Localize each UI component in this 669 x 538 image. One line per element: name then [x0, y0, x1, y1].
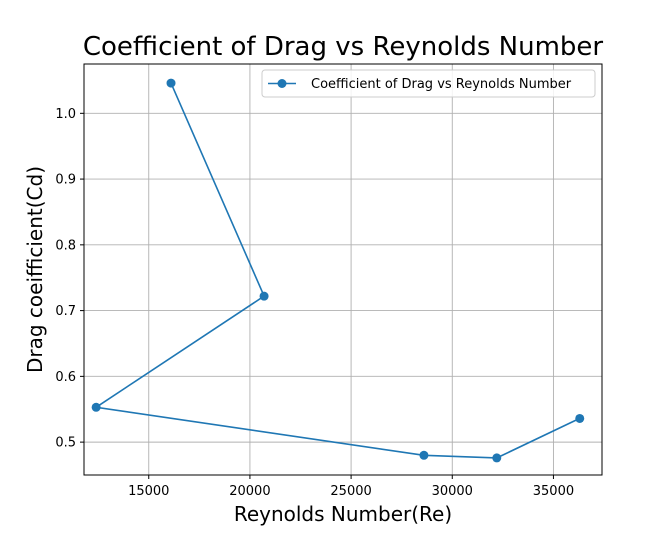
x-tick-label: 15000 — [128, 484, 169, 499]
x-tick-label: 35000 — [533, 484, 574, 499]
series-layer — [91, 78, 585, 463]
y-tick-label: 1.0 — [55, 107, 76, 122]
legend-box — [261, 69, 596, 98]
chart-title: Coefficient of Drag vs Reynolds Number — [83, 32, 604, 62]
grid — [84, 64, 602, 475]
y-tick-label: 0.7 — [55, 304, 76, 319]
data-point — [419, 450, 429, 460]
x-tick-label: 25000 — [330, 484, 371, 499]
plot-frame — [83, 63, 603, 476]
ticks: 15000 20000 25000 30000 35000 0.5 0.6 0.7 0.8 0.9… — [55, 107, 574, 499]
data-point — [91, 402, 101, 412]
data-point — [259, 291, 269, 301]
data-point — [575, 413, 585, 423]
y-axis-label: Drag coeifficient(Cd) — [23, 166, 47, 373]
legend-marker-swatch — [277, 79, 287, 88]
x-tick-label: 20000 — [229, 484, 270, 499]
x-tick-label: 30000 — [432, 484, 473, 499]
data-point — [166, 78, 176, 88]
y-tick-label: 0.5 — [55, 436, 76, 451]
series-line — [93, 82, 581, 459]
legend: Coefficient of Drag vs Reynolds Number — [261, 69, 596, 98]
data-point — [492, 453, 502, 463]
y-tick-label: 0.9 — [55, 173, 76, 188]
y-tick-label: 0.6 — [55, 370, 76, 385]
x-axis-label: Reynolds Number(Re) — [234, 502, 452, 526]
legend-entry: Coefficient of Drag vs Reynolds Number — [311, 77, 572, 92]
y-tick-label: 0.8 — [55, 238, 76, 253]
